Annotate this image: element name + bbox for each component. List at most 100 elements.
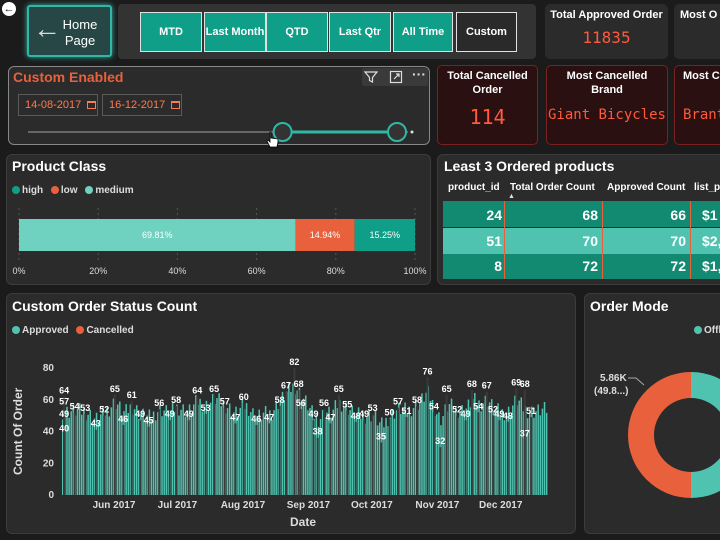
value-marker bbox=[329, 423, 332, 495]
filter-icon[interactable] bbox=[364, 70, 378, 84]
table-row bbox=[443, 254, 720, 279]
column-header-product-id[interactable]: product_id bbox=[448, 182, 500, 193]
approved-bar bbox=[450, 398, 453, 495]
column-header-total-order-count[interactable]: Total Order Count bbox=[510, 182, 595, 193]
approved-bar bbox=[218, 393, 220, 495]
x-axis-title: Date bbox=[290, 515, 317, 529]
calendar-icon bbox=[171, 101, 181, 109]
approved-bar bbox=[404, 402, 406, 495]
approved-bar bbox=[302, 398, 305, 495]
calendar-icon bbox=[87, 101, 97, 109]
approved-bar bbox=[387, 426, 389, 495]
approved-bar bbox=[135, 405, 138, 495]
segment-label: 69.81% bbox=[142, 230, 173, 240]
kpi-total-cancelled: Total Cancelled Order 114 bbox=[437, 65, 538, 145]
approved-bar bbox=[161, 416, 163, 495]
approved-bar bbox=[541, 408, 544, 495]
table-cell: $1,7 bbox=[702, 258, 720, 274]
approved-bar bbox=[296, 390, 299, 495]
end-date-input[interactable]: 16-12-2017 bbox=[102, 94, 182, 116]
approved-bar bbox=[326, 412, 328, 495]
product-class-stacked-bar: 0% 20% 40% 60% 80% 100% 69.81% 14.94% 15.25% bbox=[12, 208, 427, 276]
home-page-button[interactable]: ← Home Page bbox=[27, 5, 112, 57]
x-tick-label: Sep 2017 bbox=[287, 500, 331, 511]
data-label: 48 bbox=[503, 411, 513, 421]
approved-bar bbox=[144, 420, 146, 495]
approved-bar bbox=[146, 415, 149, 495]
order-status-legend: Approved Cancelled bbox=[12, 325, 139, 336]
column-header-list-price[interactable]: list_p bbox=[694, 182, 720, 193]
bar-segment-high bbox=[354, 219, 415, 251]
value-marker bbox=[312, 420, 315, 495]
approved-bar bbox=[266, 417, 269, 495]
value-marker bbox=[234, 423, 237, 495]
data-label: 47 bbox=[230, 412, 240, 422]
period-button-all-time[interactable]: All Time bbox=[393, 12, 453, 52]
approved-bar bbox=[412, 408, 415, 495]
approved-bar bbox=[366, 417, 368, 495]
column-header-approved-count[interactable]: Approved Count bbox=[607, 182, 686, 193]
approved-bar bbox=[421, 393, 423, 495]
data-label: 43 bbox=[91, 419, 101, 429]
approved-bar bbox=[180, 409, 182, 495]
approved-bar bbox=[167, 416, 170, 495]
back-arrow-circle-icon[interactable]: ← bbox=[2, 2, 16, 16]
approved-bar bbox=[533, 417, 535, 495]
data-label: 67 bbox=[281, 381, 291, 391]
period-button-mtd[interactable]: MTD bbox=[140, 12, 202, 52]
value-marker bbox=[187, 420, 190, 495]
legend-dot bbox=[85, 186, 94, 195]
approved-bar bbox=[383, 427, 385, 495]
value-marker bbox=[515, 388, 518, 495]
approved-bar bbox=[425, 392, 427, 495]
approved-bar bbox=[207, 410, 210, 495]
period-button-custom[interactable]: Custom bbox=[456, 12, 517, 52]
period-button-last-month[interactable]: Last Month bbox=[204, 12, 266, 52]
approved-bar bbox=[100, 414, 102, 495]
data-label: 68 bbox=[467, 379, 477, 389]
slider-start-handle[interactable] bbox=[272, 122, 293, 142]
date-range-slider[interactable] bbox=[20, 122, 420, 144]
kpi-value: 11835 bbox=[582, 28, 631, 47]
sort-descending-icon: ▲ bbox=[508, 193, 515, 200]
value-marker bbox=[470, 390, 473, 495]
period-button-last-qtr[interactable]: Last Qtr bbox=[329, 12, 391, 52]
approved-bar bbox=[288, 383, 290, 495]
data-label: 65 bbox=[334, 384, 344, 394]
approved-bar bbox=[518, 400, 520, 495]
approved-bar bbox=[349, 410, 351, 495]
approved-bar bbox=[482, 403, 485, 495]
more-options-icon[interactable]: ··· bbox=[412, 66, 426, 82]
approved-bar bbox=[520, 397, 523, 495]
data-label: 49 bbox=[461, 409, 471, 419]
data-label: 46 bbox=[118, 414, 128, 424]
value-marker bbox=[168, 420, 171, 495]
approved-bar bbox=[461, 405, 463, 495]
order-mode-donut bbox=[628, 372, 720, 498]
approved-bar bbox=[277, 409, 280, 495]
approved-bar bbox=[374, 411, 377, 495]
approved-bar bbox=[448, 404, 451, 495]
approved-bar bbox=[359, 418, 362, 495]
value-marker bbox=[346, 410, 349, 495]
approved-bar bbox=[283, 400, 286, 495]
data-label: 56 bbox=[154, 398, 164, 408]
value-marker bbox=[396, 407, 399, 495]
data-label: 37 bbox=[520, 428, 530, 438]
value-marker bbox=[158, 409, 161, 495]
approved-bar bbox=[436, 414, 438, 495]
period-button-qtd[interactable]: QTD bbox=[266, 12, 328, 52]
start-date-input[interactable]: 14-08-2017 bbox=[18, 94, 98, 116]
table-cell: 70 bbox=[582, 233, 598, 249]
approved-bar bbox=[222, 401, 225, 495]
approved-bar bbox=[186, 410, 189, 495]
value-marker bbox=[299, 409, 302, 495]
approved-bar bbox=[321, 410, 324, 495]
focus-mode-icon[interactable] bbox=[389, 70, 403, 84]
donut-slice-online bbox=[628, 372, 691, 498]
slider-end-handle[interactable] bbox=[387, 122, 407, 142]
approved-bar bbox=[262, 412, 265, 495]
value-marker bbox=[405, 417, 408, 495]
order-mode-title: Order Mode bbox=[590, 298, 669, 314]
approved-bar bbox=[528, 412, 531, 495]
